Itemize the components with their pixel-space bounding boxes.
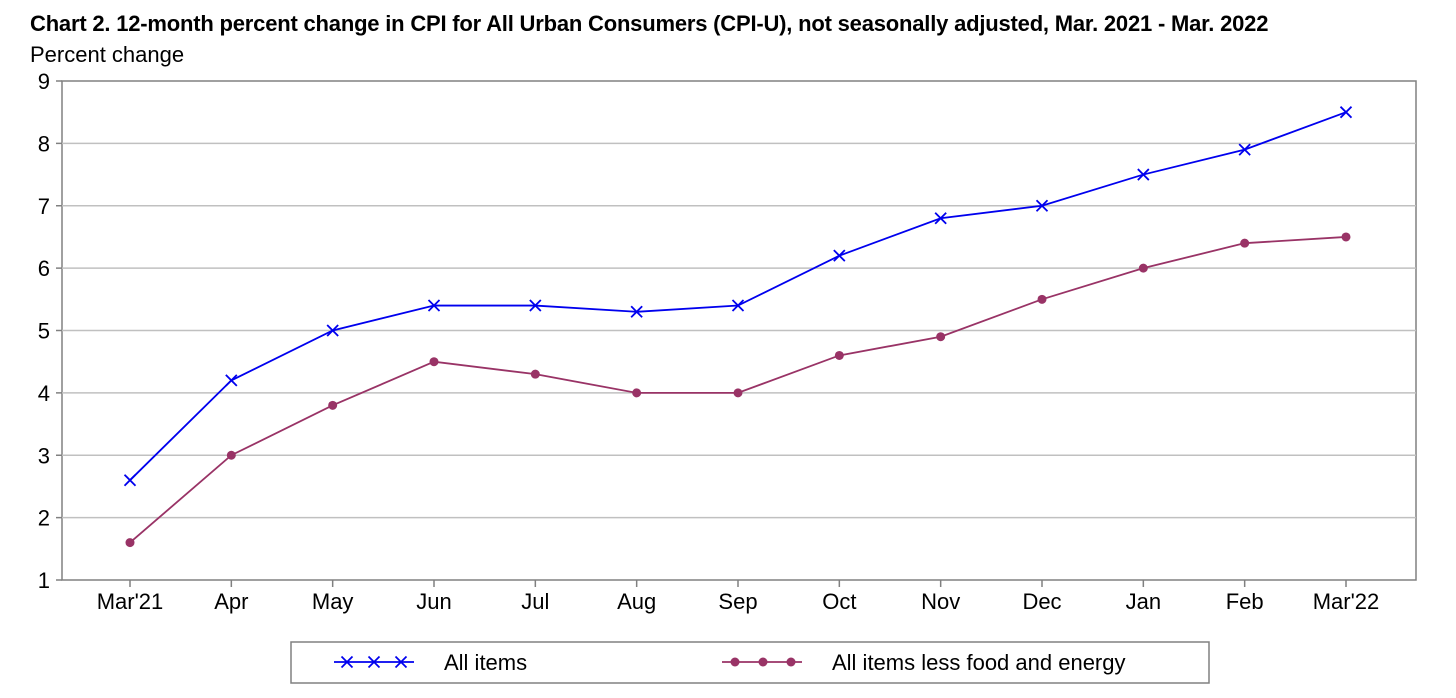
- data-point: [632, 388, 642, 398]
- data-point: [225, 374, 238, 387]
- x-tick-label: Oct: [822, 589, 856, 614]
- legend-label: All items less food and energy: [832, 650, 1126, 675]
- x-tick-label: Jul: [521, 589, 549, 614]
- legend-label: All items: [444, 650, 527, 675]
- y-tick-label: 7: [38, 194, 50, 219]
- series-layer: [123, 106, 1353, 548]
- legend-swatch-marker: [758, 657, 768, 667]
- x-axis-ticks: Mar'21 Apr May Jun Jul Aug Sep Oct Nov Dec Jan Feb M…: [97, 580, 1380, 614]
- legend-item: All items: [334, 650, 527, 675]
- x-tick-label: Jan: [1126, 589, 1161, 614]
- legend-swatch-marker: [367, 655, 381, 669]
- y-axis-ticks: 1 2 3 4 5 6 7 8 9: [38, 69, 62, 593]
- y-tick-label: 4: [38, 381, 50, 406]
- data-point: [833, 249, 846, 262]
- data-point: [1240, 238, 1250, 248]
- data-point: [1037, 294, 1047, 304]
- data-point: [125, 538, 135, 548]
- x-tick-label: Feb: [1226, 589, 1264, 614]
- x-tick-label: Dec: [1022, 589, 1061, 614]
- series-0: [123, 106, 1353, 487]
- y-tick-label: 2: [38, 506, 50, 531]
- data-point: [630, 305, 643, 318]
- data-point: [326, 324, 339, 337]
- series-1: [125, 232, 1351, 548]
- y-tick-label: 1: [38, 568, 50, 593]
- x-tick-label: Mar'22: [1313, 589, 1380, 614]
- chart-title: Chart 2. 12-month percent change in CPI …: [30, 11, 1269, 36]
- data-point: [427, 299, 441, 312]
- legend-swatch-marker: [730, 657, 740, 667]
- data-point: [1339, 106, 1353, 119]
- data-point: [226, 450, 236, 460]
- legend: All items All items less food and energy: [290, 641, 1210, 684]
- x-tick-label: Apr: [214, 589, 248, 614]
- data-point: [1035, 199, 1049, 212]
- legend-item: All items less food and energy: [722, 650, 1126, 675]
- series-line: [129, 111, 1347, 481]
- y-tick-label: 8: [38, 131, 50, 156]
- data-point: [731, 299, 745, 312]
- y-axis-label: Percent change: [30, 42, 185, 67]
- legend-swatch-marker: [340, 655, 354, 669]
- data-point: [1238, 143, 1251, 156]
- data-point: [429, 357, 439, 367]
- data-point: [123, 474, 137, 487]
- y-tick-label: 9: [38, 69, 50, 94]
- data-point: [530, 369, 540, 379]
- legend-swatch-marker: [786, 657, 796, 667]
- y-tick-label: 6: [38, 256, 50, 281]
- data-point: [1138, 263, 1148, 273]
- x-tick-label: May: [312, 589, 354, 614]
- data-point: [936, 332, 946, 342]
- y-tick-label: 5: [38, 319, 50, 344]
- data-point: [1137, 168, 1150, 181]
- data-point: [934, 212, 947, 225]
- data-point: [1341, 232, 1351, 242]
- legend-swatch-marker: [394, 655, 408, 669]
- y-tick-label: 3: [38, 443, 50, 468]
- data-point: [328, 400, 338, 410]
- x-tick-label: Sep: [718, 589, 757, 614]
- legend-box: [290, 641, 1210, 684]
- x-tick-label: Mar'21: [97, 589, 164, 614]
- x-tick-label: Nov: [921, 589, 960, 614]
- x-tick-label: Aug: [617, 589, 656, 614]
- grid-lines: [62, 142, 1416, 519]
- x-tick-label: Jun: [416, 589, 451, 614]
- data-point: [733, 388, 743, 398]
- data-point: [834, 350, 844, 360]
- data-point: [529, 299, 542, 312]
